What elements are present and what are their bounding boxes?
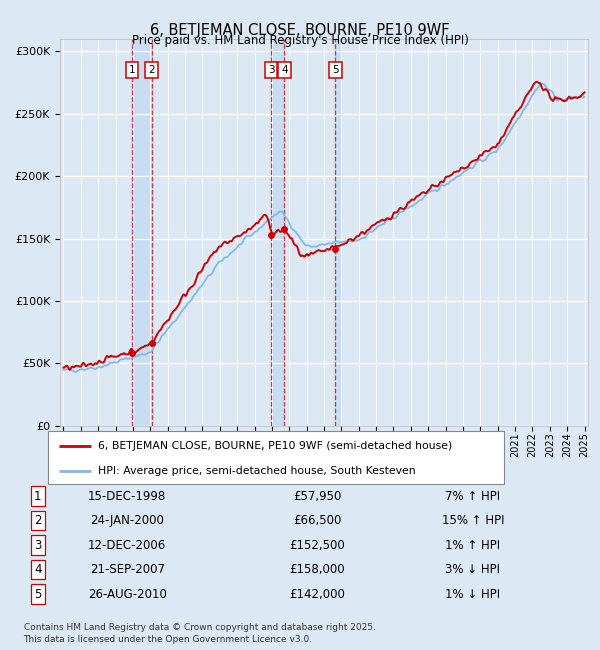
Text: 4: 4 xyxy=(281,65,288,75)
Text: HPI: Average price, semi-detached house, South Kesteven: HPI: Average price, semi-detached house,… xyxy=(98,466,416,476)
Text: 3% ↓ HPI: 3% ↓ HPI xyxy=(445,563,500,576)
Text: 5: 5 xyxy=(332,65,338,75)
Text: £152,500: £152,500 xyxy=(289,539,345,552)
Text: 4: 4 xyxy=(34,563,41,576)
Bar xyxy=(271,39,284,426)
Text: 7% ↑ HPI: 7% ↑ HPI xyxy=(445,489,500,502)
Text: 2: 2 xyxy=(34,514,41,527)
Text: Price paid vs. HM Land Registry's House Price Index (HPI): Price paid vs. HM Land Registry's House … xyxy=(131,34,469,47)
Bar xyxy=(132,39,152,426)
Text: 6, BETJEMAN CLOSE, BOURNE, PE10 9WF: 6, BETJEMAN CLOSE, BOURNE, PE10 9WF xyxy=(150,23,450,38)
FancyBboxPatch shape xyxy=(48,431,504,484)
Text: 15-DEC-1998: 15-DEC-1998 xyxy=(88,489,166,502)
Text: 1% ↑ HPI: 1% ↑ HPI xyxy=(445,539,500,552)
Text: 5: 5 xyxy=(34,588,41,601)
Text: 1: 1 xyxy=(34,489,41,502)
Text: £66,500: £66,500 xyxy=(293,514,341,527)
Bar xyxy=(335,39,341,426)
Text: £142,000: £142,000 xyxy=(289,588,345,601)
Text: 26-AUG-2010: 26-AUG-2010 xyxy=(88,588,167,601)
Text: 15% ↑ HPI: 15% ↑ HPI xyxy=(442,514,504,527)
Text: 24-JAN-2000: 24-JAN-2000 xyxy=(90,514,164,527)
Text: 1: 1 xyxy=(129,65,136,75)
Text: 12-DEC-2006: 12-DEC-2006 xyxy=(88,539,166,552)
Text: 2: 2 xyxy=(148,65,155,75)
Text: 1% ↓ HPI: 1% ↓ HPI xyxy=(445,588,500,601)
Text: 3: 3 xyxy=(34,539,41,552)
Text: 6, BETJEMAN CLOSE, BOURNE, PE10 9WF (semi-detached house): 6, BETJEMAN CLOSE, BOURNE, PE10 9WF (sem… xyxy=(98,441,452,451)
Text: Contains HM Land Registry data © Crown copyright and database right 2025.
This d: Contains HM Land Registry data © Crown c… xyxy=(23,623,376,644)
Text: 3: 3 xyxy=(268,65,275,75)
Text: £158,000: £158,000 xyxy=(289,563,345,576)
Text: £57,950: £57,950 xyxy=(293,489,341,502)
Text: 21-SEP-2007: 21-SEP-2007 xyxy=(90,563,164,576)
